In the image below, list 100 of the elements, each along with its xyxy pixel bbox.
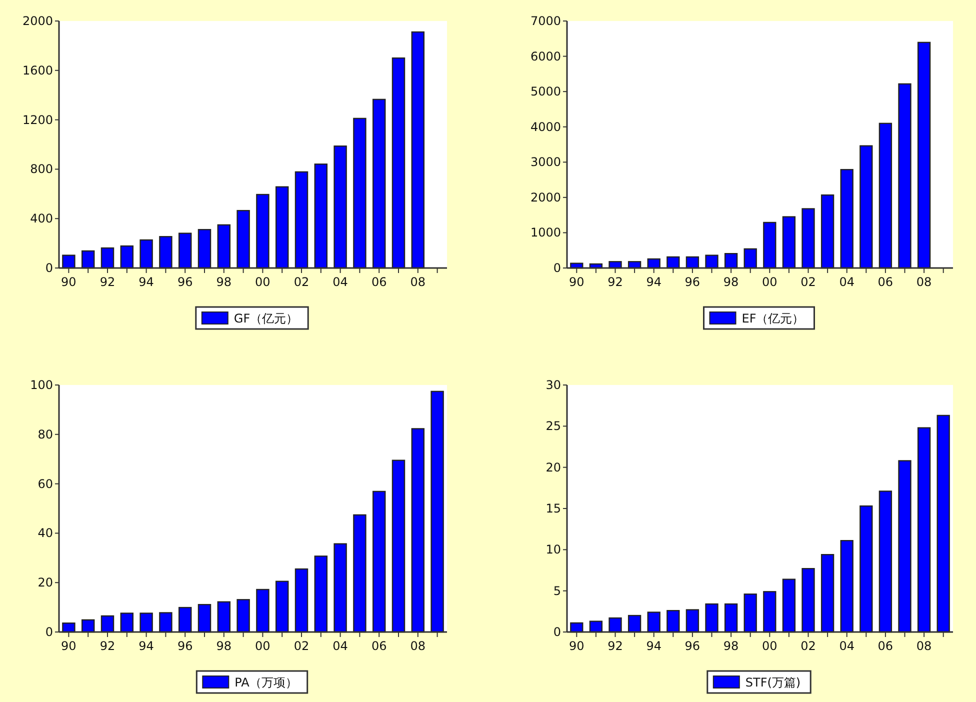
bar [724,603,738,633]
y-tick-label: 400 [30,212,53,226]
bar [860,145,873,269]
y-tick-label: 800 [30,162,53,176]
x-tick-label: 92 [100,275,116,289]
y-tick-label: 40 [38,526,53,540]
x-tick-label: 96 [684,275,700,289]
bar [802,568,815,633]
y-tick-label: 6000 [530,49,561,64]
x-tick-label: 94 [646,275,662,289]
bar [917,427,931,633]
bar [647,612,660,633]
bar [878,490,892,633]
bar [411,428,425,633]
bar [917,42,931,269]
x-tick-label: 92 [100,639,116,653]
x-tick-label: 92 [608,275,623,289]
bar [372,490,386,633]
x-tick-label: 00 [762,275,778,289]
bar [334,543,347,633]
bar [353,118,366,269]
bar [140,239,153,269]
bar [744,248,757,269]
x-tick-label: 02 [800,275,816,289]
bar [686,256,700,269]
bar [782,216,796,269]
bar [608,261,622,269]
x-tick-label: 94 [138,275,154,289]
bar [275,186,289,269]
x-tick-label: 98 [723,639,739,653]
bar [860,505,873,633]
bar [705,254,718,269]
x-tick-label: 90 [61,275,76,289]
x-tick-label: 98 [723,275,739,289]
x-tick-label: 00 [255,275,270,289]
bar [589,620,603,633]
y-tick-label: 0 [45,625,53,639]
x-tick-label: 02 [800,639,816,653]
x-tick-label: 90 [61,639,76,653]
y-tick-label: 7000 [530,14,561,28]
y-tick-label: 0 [553,625,561,639]
bar [353,514,366,633]
x-tick-label: 96 [177,275,193,289]
y-tick-label: 100 [30,378,53,392]
y-tick-label: 15 [546,502,561,516]
y-tick-label: 10 [546,542,561,557]
bar [198,228,212,269]
legend-label: PA（万项） [234,676,298,690]
x-tick-label: 00 [762,639,778,653]
x-tick-label: 06 [371,275,387,289]
bar [217,224,231,269]
x-tick-label: 92 [608,639,623,653]
x-tick-label: 04 [839,275,854,289]
y-tick-label: 80 [38,427,53,442]
x-tick-label: 90 [569,275,584,289]
bar [763,222,776,269]
y-tick-label: 30 [546,378,561,392]
bar [256,588,270,633]
bar [936,414,950,633]
bar [275,580,289,633]
bar [236,599,250,633]
bar [294,171,308,269]
bar [878,122,892,269]
x-tick-label: 00 [255,639,270,653]
bar [62,254,76,269]
bar [744,594,757,633]
bar [120,245,134,269]
bar [724,253,738,269]
bar [820,194,834,269]
bar [334,146,347,269]
bar [686,609,700,633]
x-tick-label: 06 [371,639,387,653]
y-tick-label: 0 [45,261,53,275]
bar [198,604,212,633]
bar [898,460,912,633]
bar [666,256,680,269]
y-tick-label: 5000 [530,84,561,99]
y-tick-label: 0 [553,261,561,275]
bar [217,601,231,633]
x-tick-label: 04 [332,639,348,653]
x-tick-label: 08 [916,275,932,289]
x-tick-label: 06 [878,275,894,289]
bar [820,554,834,633]
y-tick-label: 1000 [530,226,561,240]
bar [628,614,642,633]
bar [178,232,192,269]
bar [62,622,76,633]
y-tick-label: 60 [38,476,53,491]
bar [608,617,622,633]
legend-label: EF（亿元） [742,312,804,326]
bar [898,83,912,269]
x-tick-label: 08 [916,639,932,653]
bar [840,540,854,633]
y-tick-label: 2000 [530,190,561,204]
x-tick-label: 08 [410,275,426,289]
x-tick-label: 08 [410,639,426,653]
bar [294,568,308,633]
bar [140,612,153,633]
x-tick-label: 94 [138,639,154,653]
y-tick-label: 20 [546,460,561,474]
